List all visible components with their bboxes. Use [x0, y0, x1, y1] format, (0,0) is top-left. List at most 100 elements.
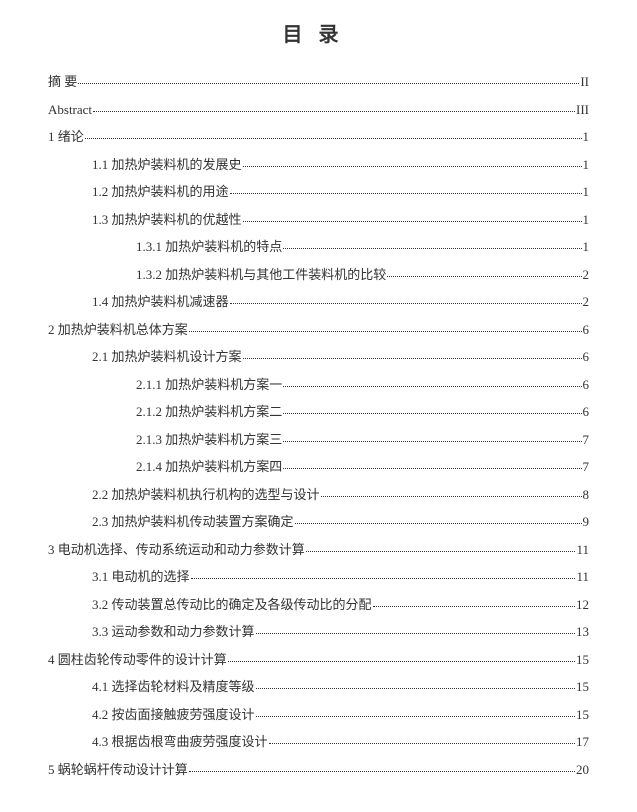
- toc-container: 摘 要IIAbstractIII1 绪论11.1 加热炉装料机的发展史11.2 …: [48, 75, 589, 776]
- toc-entry: 3.2 传动装置总传动比的确定及各级传动比的分配 12: [48, 598, 589, 611]
- toc-entry-label: Abstract: [48, 103, 92, 116]
- toc-entry-page: 7: [583, 460, 590, 473]
- toc-entry: 1 绪论1: [48, 130, 589, 143]
- toc-dots: [256, 688, 575, 689]
- toc-entry-label: 1.4 加热炉装料机减速器: [92, 295, 229, 308]
- toc-entry-label: 2.2 加热炉装料机执行机构的选型与设计: [92, 488, 320, 501]
- toc-entry-page: 6: [583, 378, 590, 391]
- toc-entry-label: 3.1 电动机的选择: [92, 570, 190, 583]
- toc-dots: [230, 303, 582, 304]
- toc-entry-label: 4.2 按齿面接触疲劳强度设计: [92, 708, 255, 721]
- toc-dots: [85, 138, 582, 139]
- toc-entry-page: 9: [583, 515, 590, 528]
- toc-dots: [283, 441, 581, 442]
- toc-entry: 2 加热炉装料机总体方案 6: [48, 323, 589, 336]
- toc-dots: [256, 633, 575, 634]
- toc-entry-label: 4 圆柱齿轮传动零件的设计计算: [48, 653, 227, 666]
- toc-entry-page: 7: [583, 433, 590, 446]
- toc-entry-label: 1.3 加热炉装料机的优越性: [92, 213, 242, 226]
- toc-dots: [306, 551, 576, 552]
- toc-entry-page: 17: [576, 735, 589, 748]
- toc-dots: [283, 248, 581, 249]
- toc-title: 目录: [48, 18, 589, 47]
- toc-entry: 2.1.1 加热炉装料机方案一 6: [48, 378, 589, 391]
- toc-entry: 2.1.4 加热炉装料机方案四 7: [48, 460, 589, 473]
- toc-entry: 1.2 加热炉装料机的用途 1: [48, 185, 589, 198]
- toc-entry-label: 2.3 加热炉装料机传动装置方案确定: [92, 515, 294, 528]
- toc-entry-page: 11: [576, 543, 589, 556]
- toc-entry-label: 1 绪论: [48, 130, 84, 143]
- toc-dots: [283, 386, 581, 387]
- toc-entry: Abstract III: [48, 103, 589, 116]
- toc-dots: [189, 331, 582, 332]
- toc-dots: [243, 221, 582, 222]
- toc-entry: 4.2 按齿面接触疲劳强度设计 15: [48, 708, 589, 721]
- toc-dots: [387, 276, 581, 277]
- toc-dots: [189, 771, 575, 772]
- toc-entry-label: 3 电动机选择、传动系统运动和动力参数计算: [48, 543, 305, 556]
- toc-entry-label: 2 加热炉装料机总体方案: [48, 323, 188, 336]
- toc-entry: 1.1 加热炉装料机的发展史 1: [48, 158, 589, 171]
- toc-entry-page: 6: [583, 323, 590, 336]
- toc-entry: 4 圆柱齿轮传动零件的设计计算 15: [48, 653, 589, 666]
- toc-entry-label: 2.1.4 加热炉装料机方案四: [136, 460, 282, 473]
- toc-entry-label: 1.2 加热炉装料机的用途: [92, 185, 229, 198]
- toc-entry-label: 3.2 传动装置总传动比的确定及各级传动比的分配: [92, 598, 372, 611]
- toc-entry: 2.1 加热炉装料机设计方案 6: [48, 350, 589, 363]
- toc-entry-label: 5 蜗轮蜗杆传动设计计算: [48, 763, 188, 776]
- toc-entry-page: 1: [583, 158, 590, 171]
- toc-entry-page: 1: [583, 185, 590, 198]
- toc-dots: [321, 496, 582, 497]
- toc-entry-page: 8: [583, 488, 590, 501]
- toc-dots: [295, 523, 582, 524]
- toc-entry-page: 12: [576, 598, 589, 611]
- toc-entry-label: 1.1 加热炉装料机的发展史: [92, 158, 242, 171]
- toc-entry: 1.3 加热炉装料机的优越性 1: [48, 213, 589, 226]
- toc-entry-page: 1: [583, 240, 590, 253]
- toc-dots: [283, 413, 581, 414]
- toc-entry-label: 2.1.2 加热炉装料机方案二: [136, 405, 282, 418]
- toc-entry: 3.1 电动机的选择 11: [48, 570, 589, 583]
- toc-entry: 4.3 根据齿根弯曲疲劳强度设计17: [48, 735, 589, 748]
- toc-entry-label: 3.3 运动参数和动力参数计算: [92, 625, 255, 638]
- toc-entry-page: 13: [576, 625, 589, 638]
- toc-dots: [230, 193, 582, 194]
- toc-entry: 4.1 选择齿轮材料及精度等级 15: [48, 680, 589, 693]
- toc-entry-label: 2.1 加热炉装料机设计方案: [92, 350, 242, 363]
- toc-entry-page: 2: [583, 268, 590, 281]
- toc-entry-page: 15: [576, 680, 589, 693]
- toc-dots: [283, 468, 581, 469]
- toc-dots: [228, 661, 575, 662]
- toc-dots: [256, 716, 575, 717]
- toc-entry: 1.4 加热炉装料机减速器2: [48, 295, 589, 308]
- toc-entry-page: 6: [583, 350, 590, 363]
- toc-entry-label: 1.3.1 加热炉装料机的特点: [136, 240, 282, 253]
- toc-entry: 1.3.2 加热炉装料机与其他工件装料机的比较 2: [48, 268, 589, 281]
- toc-entry: 2.2 加热炉装料机执行机构的选型与设计 8: [48, 488, 589, 501]
- toc-entry: 摘 要II: [48, 75, 589, 88]
- toc-entry-page: 15: [576, 708, 589, 721]
- toc-entry-page: 6: [583, 405, 590, 418]
- toc-entry-page: 1: [583, 213, 590, 226]
- toc-entry-label: 2.1.1 加热炉装料机方案一: [136, 378, 282, 391]
- toc-entry: 5 蜗轮蜗杆传动设计计算 20: [48, 763, 589, 776]
- toc-entry: 1.3.1 加热炉装料机的特点 1: [48, 240, 589, 253]
- toc-entry: 2.1.3 加热炉装料机方案三 7: [48, 433, 589, 446]
- toc-entry-label: 1.3.2 加热炉装料机与其他工件装料机的比较: [136, 268, 386, 281]
- toc-dots: [93, 111, 575, 112]
- toc-entry-page: III: [576, 103, 589, 116]
- toc-dots: [243, 166, 582, 167]
- toc-entry-label: 4.1 选择齿轮材料及精度等级: [92, 680, 255, 693]
- toc-entry-page: 11: [576, 570, 589, 583]
- toc-dots: [78, 83, 579, 84]
- toc-dots: [243, 358, 582, 359]
- toc-entry: 3 电动机选择、传动系统运动和动力参数计算 11: [48, 543, 589, 556]
- toc-dots: [373, 606, 575, 607]
- toc-entry-page: 15: [576, 653, 589, 666]
- toc-dots: [191, 578, 576, 579]
- toc-entry: 2.1.2 加热炉装料机方案二 6: [48, 405, 589, 418]
- toc-entry: 3.3 运动参数和动力参数计算 13: [48, 625, 589, 638]
- toc-entry-label: 2.1.3 加热炉装料机方案三: [136, 433, 282, 446]
- toc-dots: [269, 743, 575, 744]
- toc-entry-page: 20: [576, 763, 589, 776]
